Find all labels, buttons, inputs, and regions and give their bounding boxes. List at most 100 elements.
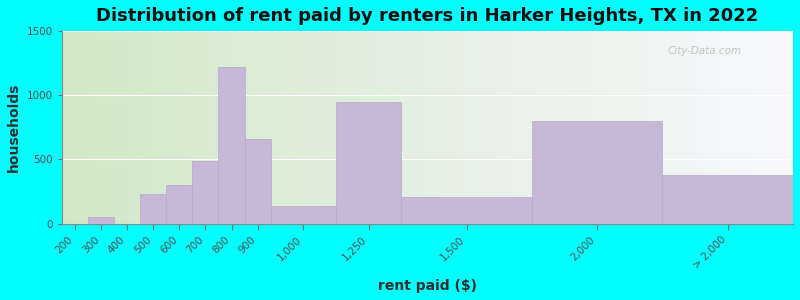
Bar xyxy=(671,31,676,224)
Bar xyxy=(159,31,164,224)
Bar xyxy=(150,31,154,224)
Bar xyxy=(135,31,140,224)
Bar xyxy=(340,31,345,224)
Bar xyxy=(169,31,174,224)
Bar xyxy=(266,31,271,224)
Bar xyxy=(578,31,583,224)
Bar xyxy=(437,31,442,224)
Bar xyxy=(77,31,82,224)
Bar xyxy=(184,31,189,224)
Bar xyxy=(203,31,208,224)
Bar xyxy=(608,31,613,224)
Bar xyxy=(88,217,114,224)
Bar xyxy=(506,31,510,224)
Bar xyxy=(125,31,130,224)
Bar xyxy=(310,31,315,224)
Bar xyxy=(91,31,96,224)
Bar xyxy=(744,31,749,224)
Bar xyxy=(447,31,452,224)
Bar xyxy=(715,31,720,224)
Bar xyxy=(218,31,222,224)
Bar xyxy=(545,31,550,224)
Y-axis label: households: households xyxy=(7,82,21,172)
Bar xyxy=(564,31,569,224)
Bar xyxy=(774,31,778,224)
Bar xyxy=(71,31,77,224)
Bar xyxy=(486,31,490,224)
Bar xyxy=(394,31,398,224)
Bar xyxy=(539,31,545,224)
Bar xyxy=(613,31,618,224)
Bar xyxy=(622,31,627,224)
Bar xyxy=(276,31,281,224)
Bar xyxy=(208,31,213,224)
Bar xyxy=(227,31,233,224)
Bar xyxy=(222,31,227,224)
Bar xyxy=(676,31,681,224)
Bar xyxy=(270,206,336,224)
Bar xyxy=(178,31,184,224)
Bar xyxy=(457,31,462,224)
Bar xyxy=(245,139,270,224)
Bar xyxy=(788,31,793,224)
Bar xyxy=(166,185,192,224)
Bar xyxy=(408,31,413,224)
Bar xyxy=(466,31,471,224)
Bar xyxy=(140,31,145,224)
Bar xyxy=(315,31,320,224)
Bar xyxy=(593,31,598,224)
Bar xyxy=(336,101,402,224)
Bar xyxy=(725,31,730,224)
Bar xyxy=(686,31,690,224)
Bar xyxy=(525,31,530,224)
Bar xyxy=(603,31,608,224)
Bar xyxy=(534,31,539,224)
Bar xyxy=(681,31,686,224)
Bar xyxy=(354,31,359,224)
Bar xyxy=(271,31,276,224)
Bar xyxy=(657,31,662,224)
Bar xyxy=(213,31,218,224)
Bar xyxy=(710,31,715,224)
Bar xyxy=(262,31,266,224)
Bar xyxy=(320,31,325,224)
Bar xyxy=(82,31,86,224)
Bar xyxy=(764,31,769,224)
Bar xyxy=(427,31,432,224)
Bar xyxy=(627,31,632,224)
Bar xyxy=(164,31,169,224)
Bar xyxy=(86,31,91,224)
Bar xyxy=(783,31,788,224)
Bar xyxy=(233,31,238,224)
Bar xyxy=(242,31,247,224)
Bar xyxy=(476,31,481,224)
Bar xyxy=(618,31,622,224)
Bar xyxy=(374,31,378,224)
X-axis label: rent paid ($): rent paid ($) xyxy=(378,279,477,293)
Bar xyxy=(62,31,66,224)
Bar xyxy=(706,31,710,224)
Bar xyxy=(532,121,662,224)
Bar xyxy=(569,31,574,224)
Bar xyxy=(192,161,218,224)
Bar xyxy=(325,31,330,224)
Bar xyxy=(257,31,262,224)
Bar xyxy=(359,31,364,224)
Bar xyxy=(662,175,793,224)
Bar xyxy=(413,31,418,224)
Bar xyxy=(115,31,120,224)
Bar xyxy=(301,31,306,224)
Bar xyxy=(632,31,637,224)
Bar xyxy=(350,31,354,224)
Bar xyxy=(452,31,457,224)
Bar xyxy=(598,31,603,224)
Bar xyxy=(281,31,286,224)
Bar xyxy=(189,31,194,224)
Bar xyxy=(730,31,734,224)
Bar xyxy=(739,31,744,224)
Bar xyxy=(145,31,150,224)
Bar xyxy=(442,31,447,224)
Bar xyxy=(652,31,657,224)
Bar xyxy=(662,31,666,224)
Bar xyxy=(334,31,340,224)
